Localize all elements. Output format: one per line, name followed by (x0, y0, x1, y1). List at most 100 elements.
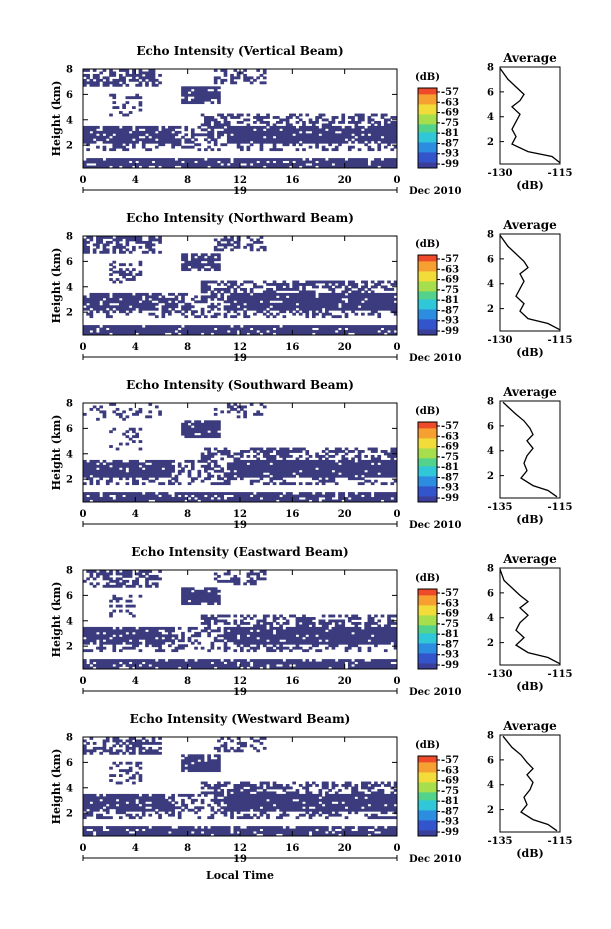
echo-cell (105, 312, 110, 316)
echo-cell (282, 135, 287, 139)
echo-cell (321, 300, 326, 304)
echo-cell (246, 454, 251, 458)
echo-cell (240, 292, 244, 296)
echo-cell (259, 158, 264, 161)
echo-cell (374, 467, 378, 471)
echo-cell (351, 462, 355, 466)
date-month-year-label: Dec 2010 (409, 186, 461, 197)
echo-cell (145, 300, 149, 304)
echo-cell (184, 464, 189, 468)
echo-cell (213, 160, 218, 164)
echo-cell (204, 285, 208, 289)
echo-cell (282, 474, 287, 478)
colorbar-band (418, 317, 437, 320)
echo-cell (220, 579, 225, 583)
echo-cell (151, 661, 156, 665)
echo-cell (292, 464, 296, 468)
echo-cell (325, 499, 329, 503)
echo-cell (226, 138, 231, 142)
echo-cell (181, 330, 185, 333)
echo-cell (302, 130, 306, 134)
echo-cell (223, 118, 228, 122)
echo-cell (83, 494, 87, 498)
echo-cell (161, 135, 166, 139)
echo-cell (357, 295, 362, 299)
echo-cell (217, 594, 221, 598)
echo-cell (181, 258, 185, 262)
echo-cell (220, 69, 225, 72)
echo-cell (105, 469, 110, 473)
echo-cell (266, 138, 270, 142)
echo-cell (151, 71, 156, 75)
echo-cell (174, 302, 179, 306)
echo-cell (292, 305, 296, 309)
echo-cell (190, 666, 195, 670)
echo-cell (89, 497, 94, 500)
echo-cell (89, 138, 94, 142)
echo-cell (145, 634, 149, 638)
echo-cell (171, 477, 175, 481)
echo-cell (210, 592, 215, 596)
echo-cell (151, 325, 156, 328)
echo-cell (289, 305, 293, 309)
echo-cell (115, 327, 120, 331)
echo-cell (328, 280, 332, 284)
echo-cell (204, 116, 208, 119)
echo-cell (125, 307, 130, 311)
echo-cell (351, 292, 355, 296)
echo-cell (243, 69, 247, 72)
echo-cell (109, 73, 113, 77)
echo-cell (236, 116, 241, 119)
echo-cell (125, 570, 130, 573)
echo-cell (243, 472, 247, 476)
echo-cell (236, 76, 241, 80)
echo-cell (128, 135, 133, 139)
echo-cell (275, 305, 280, 309)
echo-cell (220, 614, 225, 618)
echo-cell (331, 499, 336, 503)
echo-cell (390, 133, 395, 137)
echo-cell (181, 165, 185, 169)
echo-cell (89, 310, 94, 314)
echo-cell (190, 634, 195, 638)
echo-cell (181, 602, 185, 606)
echo-cell (269, 130, 274, 134)
echo-cell (347, 292, 352, 296)
echo-cell (158, 646, 162, 650)
echo-cell (86, 245, 90, 249)
echo-cell (331, 454, 336, 458)
echo-cell (213, 292, 218, 296)
echo-cell (207, 310, 211, 314)
echo-cell (92, 570, 97, 573)
echo-cell (236, 325, 241, 328)
echo-cell (282, 158, 287, 161)
echo-cell (256, 310, 261, 314)
echo-cell (122, 570, 126, 573)
echo-cell (135, 634, 139, 638)
echo-cell (213, 621, 218, 625)
echo-cell (311, 292, 316, 296)
echo-cell (298, 305, 303, 309)
echo-cell (223, 327, 228, 331)
echo-cell (92, 577, 97, 581)
echo-cell (200, 629, 205, 633)
echo-cell (217, 420, 221, 424)
echo-cell (289, 135, 293, 139)
echo-cell (275, 332, 280, 336)
echo-cell (125, 125, 130, 129)
echo-cell (230, 467, 234, 471)
echo-cell (298, 125, 303, 129)
echo-cell (118, 415, 123, 419)
echo-cell (109, 315, 113, 319)
echo-cell (328, 327, 332, 331)
echo-cell (243, 310, 247, 314)
echo-cell (338, 494, 342, 498)
echo-cell (298, 163, 303, 166)
echo-cell (148, 130, 153, 134)
echo-cell (223, 128, 228, 132)
echo-cell (334, 116, 339, 119)
echo-cell (374, 447, 378, 451)
echo-cell (171, 325, 175, 328)
colorbar-band (418, 128, 437, 131)
echo-cell (374, 464, 378, 468)
